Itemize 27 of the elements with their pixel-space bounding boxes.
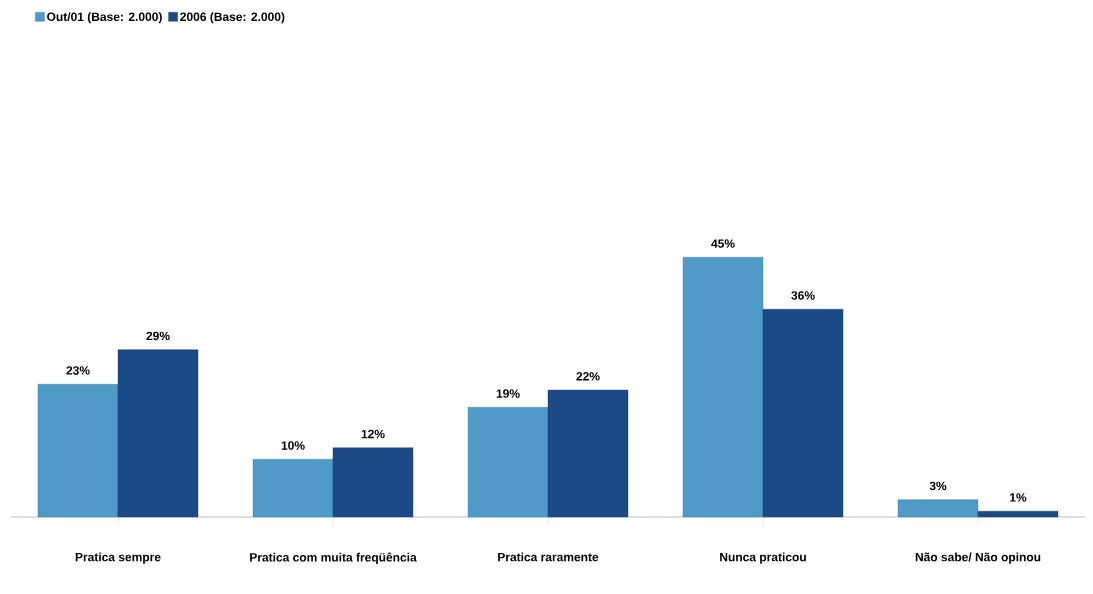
data-label: 36% [791,291,815,300]
legend-label: 2006 (Base: 2.000) [180,12,285,24]
bar [977,511,1059,518]
x-tick-label: Nunca praticou [720,552,806,564]
bar [682,257,764,518]
data-label: 22% [576,372,600,381]
bar [37,384,119,518]
data-label: 45% [711,239,735,248]
legend-label: Out/01 (Base: 2.000) [47,12,162,24]
bar [897,499,979,518]
data-label: 3% [929,481,947,491]
x-tick-label: Não sabe/ Não opinou [915,552,1041,564]
bar [332,447,414,518]
x-tick-label: Pratica raramente [498,552,599,562]
bar [762,309,844,518]
data-label: 10% [281,441,305,450]
data-label: 1% [1010,493,1027,502]
bar [252,459,334,518]
bar [467,407,549,518]
bar [117,349,199,518]
bar [547,389,629,518]
data-label: 23% [66,366,90,375]
data-label: 12% [361,429,385,439]
data-label: 29% [146,331,170,341]
x-tick-label: Pratica com muita freqüência [250,552,417,564]
data-label: 19% [496,389,520,398]
x-tick-label: Pratica sempre [75,552,161,564]
